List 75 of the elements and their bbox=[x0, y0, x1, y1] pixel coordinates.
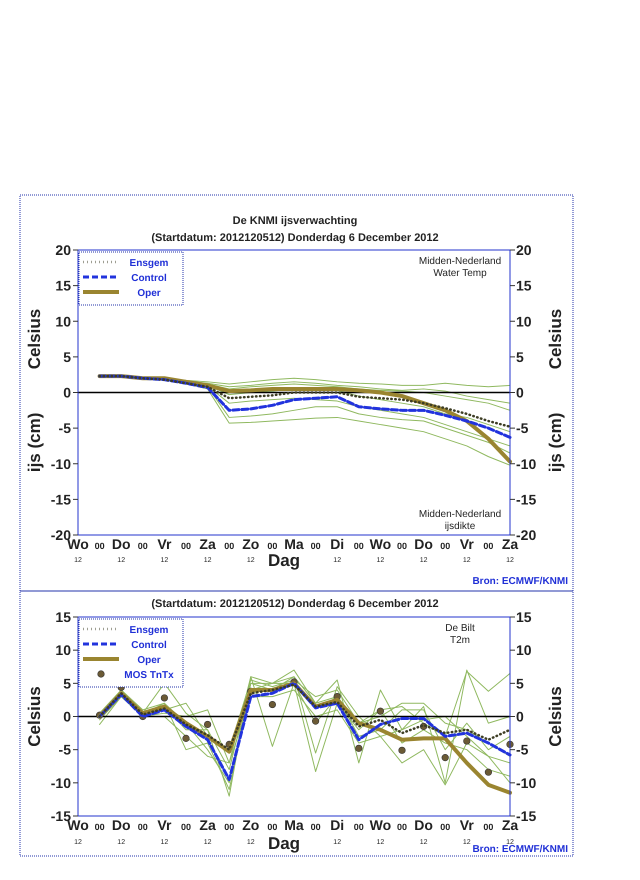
legend-label: MOS TnTx bbox=[124, 670, 174, 681]
x-tick-label: 00 bbox=[180, 541, 192, 551]
annotation: Midden-Nederland ijsdikte bbox=[418, 509, 502, 532]
annotation: De Bilt T2m bbox=[445, 623, 475, 646]
y-tick-label: -5 bbox=[58, 420, 72, 436]
y-tick-label: 15 bbox=[55, 278, 72, 294]
y2-tick-label: 10 bbox=[516, 313, 532, 330]
legend-label: Oper bbox=[137, 655, 161, 666]
y-tick-label: -5 bbox=[58, 742, 72, 758]
y-tick-label: 0 bbox=[63, 384, 72, 400]
legend-label: Control bbox=[131, 640, 167, 651]
y-tick-label: 10 bbox=[55, 313, 72, 330]
y-tick-label: -10 bbox=[50, 774, 72, 791]
y2-axis-title: Celsius bbox=[546, 308, 565, 370]
y2-tick-label: -10 bbox=[516, 774, 536, 791]
x-tick-label: 00 bbox=[310, 541, 321, 551]
y2-tick-label: -5 bbox=[516, 742, 529, 758]
x-tick-label: 00 bbox=[483, 541, 494, 551]
y-tick-label: 15 bbox=[55, 609, 72, 625]
legend-label: Control bbox=[131, 273, 167, 284]
x-tick-label: 00 bbox=[267, 822, 278, 832]
x-tick-label: 00 bbox=[440, 822, 450, 832]
text: ijs (cm) bbox=[25, 412, 44, 472]
x-tick-label: 00 bbox=[138, 541, 148, 551]
y-tick-label: -10 bbox=[50, 456, 72, 472]
annotation: Midden-Nederland Water Temp bbox=[418, 256, 502, 279]
legend-label: Ensgem bbox=[130, 625, 169, 636]
y2-axis-title: Celsius bbox=[546, 686, 565, 747]
x-tick-label: 00 bbox=[94, 822, 105, 832]
y2-tick-label: 20 bbox=[516, 242, 532, 258]
text: Bron: ECMWF/KNMI bbox=[472, 844, 568, 855]
y2-tick-label: 5 bbox=[516, 675, 524, 692]
x-tick-label: 00 bbox=[267, 541, 278, 551]
x-tick-label: 00 bbox=[94, 541, 105, 551]
y2-tick-label: -20 bbox=[516, 527, 536, 543]
x-tick-label: 00 bbox=[354, 541, 364, 551]
legend-label: Oper bbox=[137, 288, 161, 299]
y-tick-label: 5 bbox=[63, 675, 72, 692]
x-axis-title: Dag bbox=[268, 834, 300, 853]
y-tick-label: -15 bbox=[50, 491, 72, 508]
x-tick-label: 00 bbox=[396, 822, 408, 832]
y-tick-label: 10 bbox=[55, 642, 72, 658]
y-tick-label: 0 bbox=[63, 708, 72, 724]
x-tick-label: 00 bbox=[354, 822, 364, 832]
x-tick-label: Ma bbox=[284, 817, 304, 833]
y-axis-title: Celsius bbox=[25, 308, 44, 370]
legend-label: Ensgem bbox=[130, 258, 169, 269]
y2-tick-label: -5 bbox=[516, 420, 529, 436]
x-tick-label: 00 bbox=[138, 822, 148, 832]
x-tick-label: 00 bbox=[440, 541, 450, 551]
y2-tick-label: 15 bbox=[516, 278, 532, 294]
chart-title: De KNMI ijsverwachting bbox=[232, 215, 358, 227]
x-tick-label: 00 bbox=[180, 822, 192, 832]
chart-subtitle: (Startdatum: 2012120512) Donderdag 6 December 2012 bbox=[151, 232, 439, 244]
y-tick-label: 5 bbox=[63, 348, 72, 365]
y2-tick-label: 15 bbox=[516, 609, 532, 625]
y2-tick-label: -15 bbox=[516, 808, 536, 824]
y2-tick-label: -15 bbox=[516, 491, 536, 508]
y-axis-title: Celsius bbox=[25, 686, 44, 747]
text: Bron: ECMWF/KNMI bbox=[472, 576, 568, 587]
chart-title: (Startdatum: 2012120512) Donderdag 6 December 2012 bbox=[151, 598, 439, 610]
y-tick-label: 20 bbox=[55, 242, 72, 258]
text: ijs (cm) bbox=[546, 412, 565, 472]
y2-tick-label: 0 bbox=[516, 708, 524, 724]
x-axis-title: Dag bbox=[268, 551, 300, 570]
x-tick-label: 00 bbox=[396, 541, 408, 551]
x-tick-label: 00 bbox=[483, 822, 494, 832]
y2-tick-label: 10 bbox=[516, 642, 532, 658]
y2-tick-label: 0 bbox=[516, 384, 524, 400]
x-tick-label: 00 bbox=[224, 822, 234, 832]
y2-tick-label: -10 bbox=[516, 456, 536, 472]
x-tick-label: 00 bbox=[310, 822, 321, 832]
x-tick-label: Ma bbox=[284, 536, 304, 552]
y2-tick-label: 5 bbox=[516, 348, 524, 365]
x-tick-label: 00 bbox=[224, 541, 234, 551]
